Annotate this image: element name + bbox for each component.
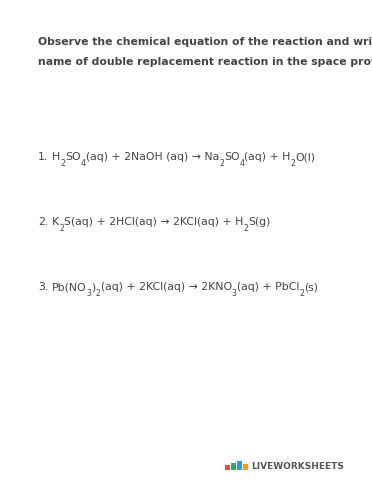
- Text: K: K: [52, 217, 59, 227]
- Text: S(aq) + 2HCl(aq) → 2KCl(aq) + H: S(aq) + 2HCl(aq) → 2KCl(aq) + H: [64, 217, 243, 227]
- Text: 2: 2: [219, 158, 224, 168]
- Text: 2: 2: [299, 288, 304, 298]
- Bar: [243, 464, 247, 470]
- Text: ): ): [92, 282, 96, 292]
- Text: LIVEWORKSHEETS: LIVEWORKSHEETS: [251, 462, 344, 471]
- Text: 2: 2: [59, 224, 64, 232]
- Text: (aq) + PbCl: (aq) + PbCl: [237, 282, 299, 292]
- Text: 2: 2: [60, 158, 65, 168]
- Text: SO: SO: [224, 152, 240, 162]
- Text: (s): (s): [304, 282, 318, 292]
- Text: name of double replacement reaction in the space provided.: name of double replacement reaction in t…: [38, 57, 372, 67]
- Text: (aq) + 2NaOH (aq) → Na: (aq) + 2NaOH (aq) → Na: [86, 152, 219, 162]
- Text: 2: 2: [243, 224, 248, 232]
- Text: SO: SO: [65, 152, 81, 162]
- Text: 1.: 1.: [38, 152, 48, 162]
- Bar: [237, 461, 241, 470]
- Text: H: H: [52, 152, 60, 162]
- Text: Observe the chemical equation of the reaction and write the: Observe the chemical equation of the rea…: [38, 37, 372, 47]
- Bar: [225, 465, 230, 470]
- Text: 3.: 3.: [38, 282, 48, 292]
- Text: (aq) + 2KCl(aq) → 2KNO: (aq) + 2KCl(aq) → 2KNO: [100, 282, 232, 292]
- Text: 2: 2: [96, 288, 100, 298]
- Text: Pb(NO: Pb(NO: [52, 282, 87, 292]
- Text: 3: 3: [87, 288, 92, 298]
- Text: O(l): O(l): [296, 152, 316, 162]
- Text: S(g): S(g): [248, 217, 270, 227]
- Text: 4: 4: [81, 158, 86, 168]
- Text: (aq) + H: (aq) + H: [244, 152, 291, 162]
- Text: 2: 2: [291, 158, 296, 168]
- Text: 2.: 2.: [38, 217, 48, 227]
- Bar: [231, 463, 235, 470]
- Text: 3: 3: [232, 288, 237, 298]
- Text: 4: 4: [240, 158, 244, 168]
